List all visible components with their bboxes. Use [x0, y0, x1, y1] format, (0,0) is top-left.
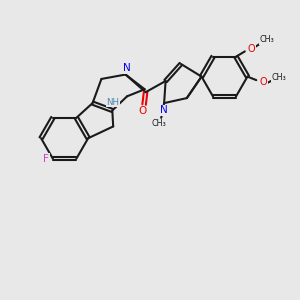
Text: CH₃: CH₃ [260, 35, 274, 44]
Text: NH: NH [106, 98, 119, 107]
Text: N: N [123, 63, 130, 73]
Text: O: O [248, 44, 255, 54]
Text: O: O [260, 77, 267, 88]
Text: O: O [138, 106, 146, 116]
Text: CH₃: CH₃ [152, 119, 166, 128]
Text: F: F [44, 154, 49, 164]
Text: CH₃: CH₃ [272, 73, 286, 82]
Text: N: N [160, 105, 167, 115]
